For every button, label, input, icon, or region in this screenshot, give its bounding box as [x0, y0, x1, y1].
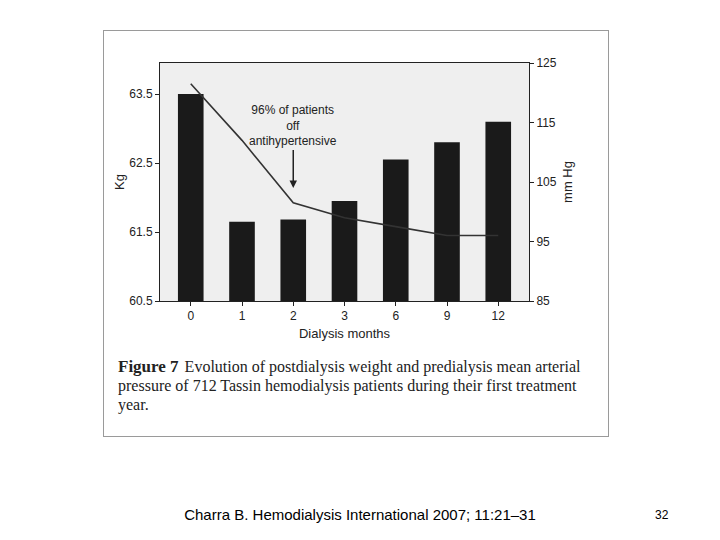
svg-text:mm Hg: mm Hg	[560, 161, 575, 203]
svg-text:61.5: 61.5	[129, 225, 153, 239]
svg-text:85: 85	[536, 294, 550, 308]
svg-text:95: 95	[536, 235, 550, 249]
svg-text:105: 105	[536, 175, 556, 189]
svg-text:Dialysis months: Dialysis months	[299, 326, 391, 341]
svg-text:125: 125	[536, 56, 556, 70]
html-text:Charra B. Hemodialysis Interna: Charra B. Hemodialysis International 200…	[184, 506, 536, 523]
svg-text:3: 3	[341, 309, 348, 323]
html-text:32: 32	[655, 508, 669, 522]
svg-text:2: 2	[290, 309, 297, 323]
html-text:Figure 7 Evolution of postdial: Figure 7 Evolution of postdialysis weigh…	[118, 357, 581, 413]
svg-text:1: 1	[239, 309, 246, 323]
svg-text:0: 0	[187, 309, 194, 323]
svg-text:62.5: 62.5	[129, 156, 153, 170]
svg-text:9: 9	[444, 309, 451, 323]
svg-text:6: 6	[392, 309, 399, 323]
svg-text:60.5: 60.5	[129, 294, 153, 308]
svg-text:96% of patientsoffantihyperten: 96% of patientsoffantihypertensive	[249, 103, 337, 148]
svg-text:12: 12	[492, 309, 506, 323]
svg-text:115: 115	[536, 116, 555, 130]
svg-text:Kg: Kg	[112, 174, 127, 190]
svg-text:63.5: 63.5	[129, 87, 153, 101]
